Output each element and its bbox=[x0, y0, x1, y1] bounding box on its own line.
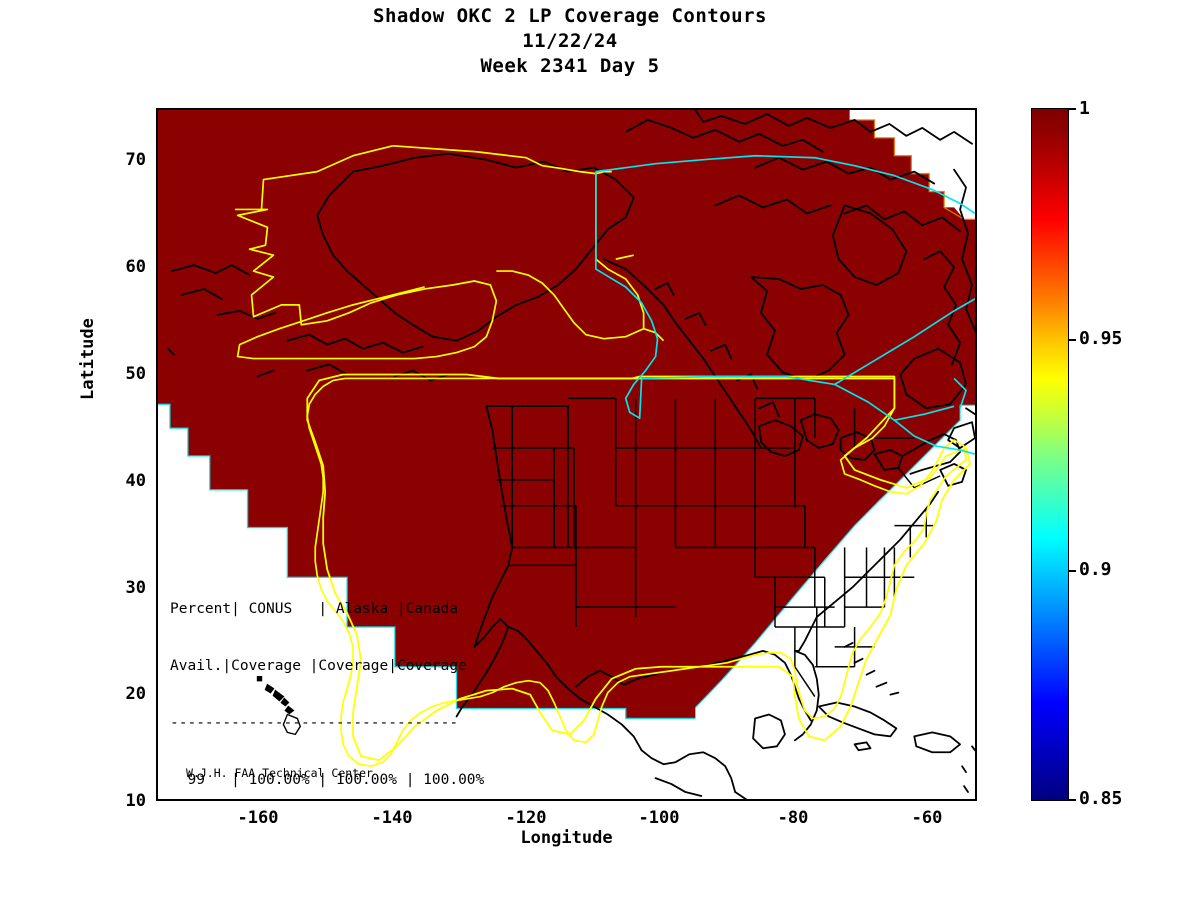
colorbar: 1 0.95 0.9 0.85 bbox=[1031, 98, 1122, 809]
stats-header-1: Percent| CONUS | Alaska |Canada bbox=[170, 601, 459, 617]
ytick-label: 20 bbox=[125, 684, 146, 704]
xtick-label: -100 bbox=[638, 808, 680, 828]
title-line-3: Week 2341 Day 5 bbox=[480, 55, 660, 77]
ytick-label: 10 bbox=[125, 791, 146, 811]
stats-divider: --------------------------------- bbox=[170, 715, 459, 731]
stats-header-2: Avail.|Coverage |Coverage|Coverage bbox=[170, 658, 467, 674]
title-line-2: 11/22/24 bbox=[522, 30, 618, 52]
colorbar-tick bbox=[1069, 799, 1076, 801]
xtick-label: -80 bbox=[777, 808, 809, 828]
chart-title-block: Shadow OKC 2 LP Coverage Contours 11/22/… bbox=[0, 4, 1140, 79]
colorbar-tick-label: 0.85 bbox=[1079, 788, 1123, 809]
xtick-label: -160 bbox=[237, 808, 279, 828]
ytick-label: 50 bbox=[125, 364, 146, 384]
ytick-label: 40 bbox=[125, 471, 146, 491]
colorbar-tick-label: 0.9 bbox=[1079, 559, 1112, 580]
coverage-map-svg bbox=[158, 110, 975, 799]
ytick-label: 30 bbox=[125, 578, 146, 598]
conus-service-boundary-outline bbox=[306, 373, 971, 762]
ytick-label: 60 bbox=[125, 257, 146, 277]
coverage-stats-table: Percent| CONUS | Alaska |Canada Avail.|C… bbox=[170, 562, 485, 799]
us-state-boundaries bbox=[486, 397, 941, 698]
canada-service-boundary bbox=[595, 154, 975, 455]
y-axis-label: Latitude bbox=[78, 318, 98, 400]
stats-row: 99 | 100.00% | 100.00% | 100.00% bbox=[170, 772, 485, 788]
xtick-label: -140 bbox=[371, 808, 413, 828]
colorbar-tick bbox=[1069, 570, 1076, 572]
ytick-label: 70 bbox=[125, 150, 146, 170]
colorbar-tick-label: 1 bbox=[1079, 98, 1090, 119]
alaska-service-boundary bbox=[234, 144, 665, 360]
colorbar-tick bbox=[1069, 108, 1076, 110]
map-plot-area: Percent| CONUS | Alaska |Canada Avail.|C… bbox=[156, 108, 977, 801]
x-axis-label: Longitude bbox=[520, 828, 613, 848]
xtick-label: -120 bbox=[505, 808, 547, 828]
colorbar-gradient bbox=[1031, 108, 1069, 801]
conus-service-boundary bbox=[306, 375, 967, 768]
title-line-1: Shadow OKC 2 LP Coverage Contours bbox=[373, 5, 767, 27]
xtick-label: -60 bbox=[911, 808, 943, 828]
colorbar-tick bbox=[1069, 339, 1076, 341]
coastlines-layer bbox=[167, 110, 975, 799]
credit-block: W.J.H. FAA Technical Center WAAS Test Te… bbox=[186, 738, 373, 799]
colorbar-tick-label: 0.95 bbox=[1079, 328, 1123, 349]
credit-line-1: W.J.H. FAA Technical Center bbox=[186, 766, 373, 780]
hawaii-islands bbox=[256, 676, 302, 736]
